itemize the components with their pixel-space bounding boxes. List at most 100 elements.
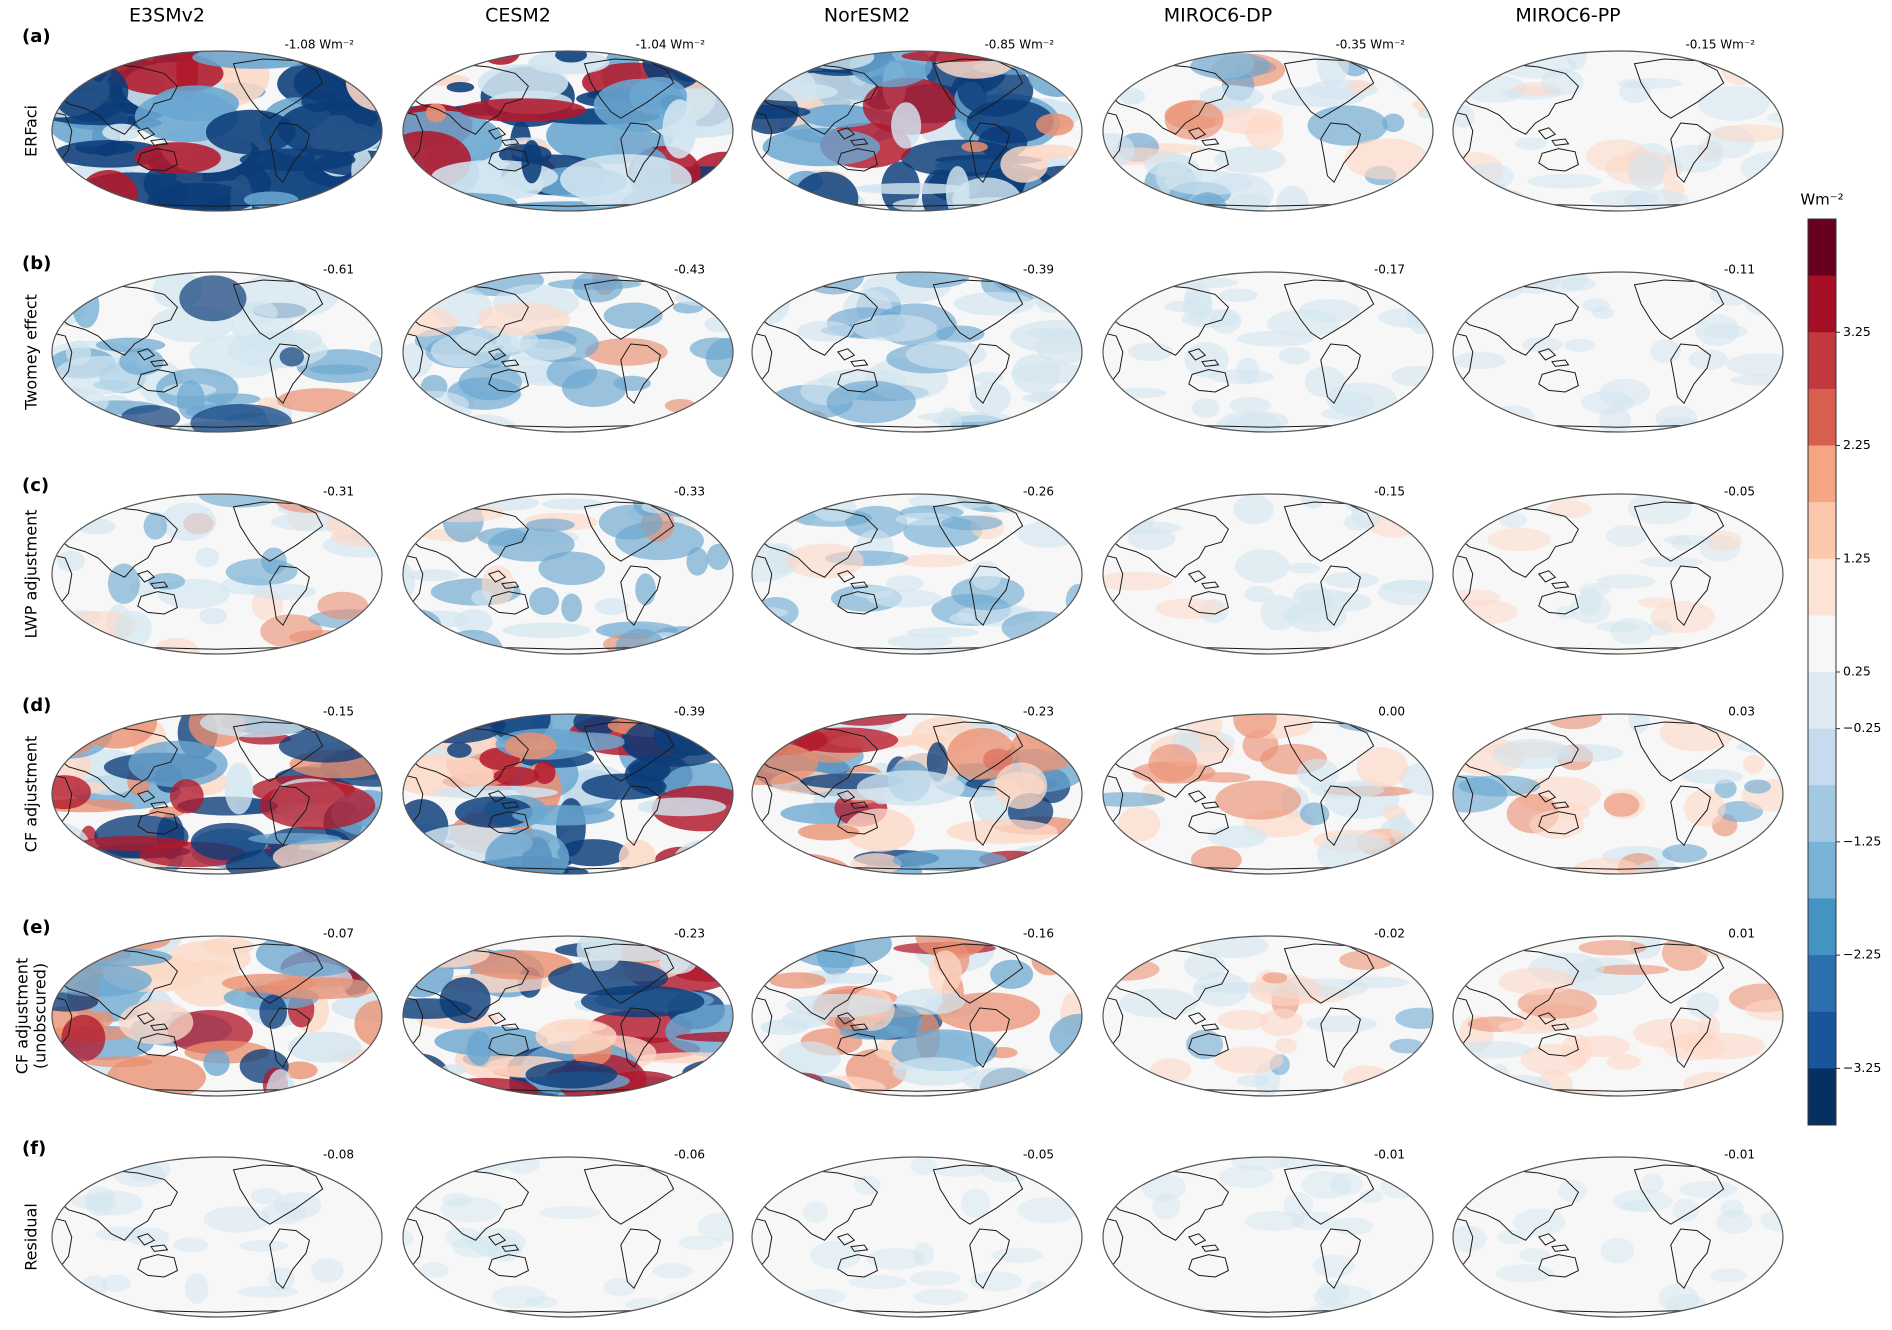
coastline [1187, 348, 1207, 361]
negative-anomaly [909, 1270, 960, 1286]
positive-anomaly [259, 781, 376, 830]
coastline [1538, 591, 1579, 615]
positive-anomaly [585, 338, 668, 366]
coastline [136, 1233, 156, 1246]
coastline [850, 1244, 869, 1252]
coastline [136, 348, 156, 361]
coastline [1109, 726, 1230, 798]
colorbar-segment [1808, 841, 1836, 900]
negative-anomaly [415, 199, 474, 211]
negative-anomaly [1103, 957, 1120, 990]
colorbar-segment [1808, 219, 1836, 277]
negative-anomaly [198, 607, 228, 625]
coastline [1187, 1233, 1207, 1246]
negative-anomaly [62, 272, 105, 282]
map-background [52, 1157, 382, 1317]
negative-anomaly [274, 1192, 322, 1219]
colorbar-segment [1808, 785, 1836, 843]
negative-anomaly [1290, 1211, 1338, 1231]
coastline [403, 996, 424, 1049]
coastline [488, 591, 529, 615]
negative-anomaly [945, 166, 970, 211]
negative-anomaly [1191, 398, 1220, 418]
negative-anomaly [1566, 51, 1588, 71]
coastline [403, 774, 424, 827]
negative-anomaly [1744, 779, 1771, 794]
coastline [1320, 343, 1361, 405]
map-panel [403, 1157, 733, 1317]
coastline [1551, 581, 1570, 589]
negative-anomaly [407, 569, 460, 582]
coastline [488, 148, 529, 172]
negative-anomaly [1547, 744, 1624, 762]
positive-anomaly [946, 819, 1058, 844]
negative-anomaly [358, 633, 379, 654]
panel-tag: (c) [22, 475, 49, 496]
negative-anomaly [403, 272, 455, 296]
negative-anomaly [502, 622, 591, 638]
negative-anomaly [856, 770, 965, 806]
positive-anomaly [947, 728, 1017, 780]
negative-anomaly [689, 337, 733, 360]
negative-anomaly [173, 1237, 209, 1253]
coastline [269, 343, 310, 405]
negative-anomaly [752, 82, 838, 102]
panel-tag: (b) [22, 253, 51, 274]
negative-anomaly [466, 1030, 492, 1066]
map-panel [1453, 714, 1783, 874]
coastline [620, 785, 661, 847]
negative-anomaly [1606, 524, 1648, 547]
coastline [752, 554, 773, 607]
positive-anomaly [493, 766, 540, 786]
negative-anomaly [661, 1290, 711, 1317]
positive-anomaly [1035, 113, 1074, 136]
positive-anomaly [459, 98, 586, 122]
negative-anomaly [432, 785, 558, 800]
negative-anomaly [671, 839, 733, 874]
negative-anomaly [1027, 1280, 1052, 1306]
coastline [712, 69, 733, 91]
coastline [1201, 581, 1220, 589]
negative-anomaly [94, 1083, 138, 1096]
negative-anomaly [1235, 549, 1290, 584]
positive-anomaly [78, 169, 139, 211]
negative-anomaly [1453, 351, 1506, 370]
positive-anomaly [1031, 943, 1067, 976]
negative-anomaly [454, 609, 493, 635]
negative-anomaly [1061, 943, 1082, 968]
map-panel [52, 494, 382, 654]
negative-anomaly [594, 598, 629, 615]
map-panel [1453, 51, 1783, 211]
negative-anomaly [451, 414, 517, 432]
global-mean-value: -0.43 [674, 263, 705, 277]
globe-outline [1102, 935, 1434, 1097]
negative-anomaly [1453, 718, 1487, 737]
negative-anomaly [803, 51, 875, 70]
negative-anomaly [1513, 1208, 1566, 1236]
negative-anomaly [686, 547, 709, 576]
negative-anomaly [505, 1157, 541, 1174]
negative-anomaly [521, 140, 542, 184]
positive-anomaly [1233, 714, 1277, 739]
negative-anomaly [754, 272, 781, 310]
positive-anomaly [118, 1000, 194, 1045]
negative-anomaly [120, 404, 181, 432]
coastline [1551, 801, 1570, 809]
negative-anomaly [189, 335, 287, 379]
coastline [501, 1244, 520, 1252]
positive-anomaly [1164, 99, 1224, 140]
negative-anomaly [190, 822, 267, 861]
negative-anomaly [1390, 188, 1433, 211]
negative-anomaly [1582, 298, 1610, 313]
coastline [269, 1228, 310, 1290]
row-label: Residual [22, 1203, 41, 1271]
negative-anomaly [1666, 144, 1723, 173]
negative-anomaly [1663, 534, 1713, 546]
negative-anomaly [1236, 357, 1260, 385]
negative-anomaly [1389, 1038, 1424, 1054]
coastline [1320, 565, 1361, 627]
negative-anomaly [1119, 988, 1198, 1018]
coastline [1412, 732, 1433, 754]
globe-outline [751, 493, 1083, 655]
negative-anomaly [913, 1288, 969, 1305]
